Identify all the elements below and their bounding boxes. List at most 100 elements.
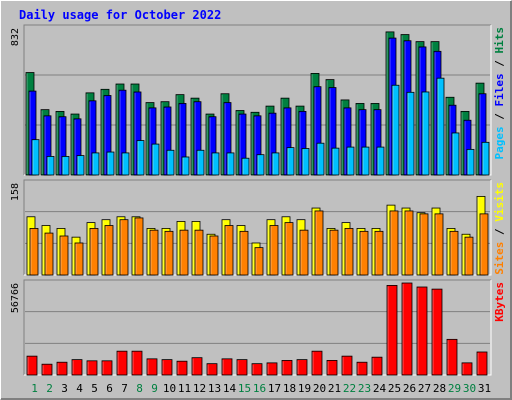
- bar-kbytes-day-10: [161, 359, 173, 376]
- bar-sites-day-3: [59, 235, 69, 276]
- x-tick-day-12: 12: [193, 382, 206, 395]
- bar-sites-day-17: [269, 225, 279, 276]
- bar-kbytes-day-23: [356, 361, 368, 376]
- bar-pages-day-26: [406, 91, 415, 176]
- bar-sites-day-23: [359, 230, 369, 276]
- bar-sites-day-8: [134, 217, 144, 276]
- legend-entry: Hits: [493, 27, 506, 54]
- bar-kbytes-day-30: [461, 362, 473, 376]
- legend-entry: Visits: [493, 182, 506, 222]
- x-tick-day-18: 18: [283, 382, 296, 395]
- x-tick-day-8: 8: [136, 382, 143, 395]
- bar-pages-day-22: [346, 146, 355, 176]
- legend-entry: Pages: [493, 126, 506, 159]
- bar-pages-day-11: [181, 156, 190, 176]
- bar-sites-day-21: [329, 229, 339, 276]
- x-axis-labels: 1 2 3 4 5 6 7 8 9 10 11 12 13 14 15 16 17 18 19 20 21 22 23 24 2…: [31, 382, 491, 395]
- x-tick-day-14: 14: [223, 382, 237, 395]
- x-tick-day-17: 17: [268, 382, 281, 395]
- bar-kbytes-day-20: [311, 350, 323, 376]
- bar-pages-day-3: [61, 156, 70, 176]
- x-tick-day-7: 7: [121, 382, 128, 395]
- bar-kbytes-day-11: [176, 360, 188, 376]
- y-max-label: 56766: [10, 283, 21, 313]
- bar-sites-day-24: [374, 230, 384, 276]
- bar-pages-day-14: [226, 152, 235, 176]
- bar-sites-day-6: [104, 225, 114, 276]
- bar-sites-day-2: [44, 232, 54, 276]
- bar-kbytes-day-24: [371, 356, 383, 376]
- x-tick-day-4: 4: [76, 382, 83, 395]
- x-tick-day-13: 13: [208, 382, 221, 395]
- bar-kbytes-day-8: [131, 350, 143, 376]
- bar-pages-day-30: [466, 148, 475, 176]
- legend-entry: /: [493, 107, 506, 127]
- bar-pages-day-2: [46, 156, 55, 176]
- y-max-label: 158: [10, 183, 21, 201]
- bar-kbytes-day-22: [341, 355, 353, 376]
- bar-kbytes-day-12: [191, 357, 203, 376]
- x-tick-day-30: 30: [463, 382, 476, 395]
- bar-sites-day-22: [344, 228, 354, 276]
- legend-visits-sites: Sites / Visits: [493, 182, 506, 275]
- bar-kbytes-day-5: [86, 360, 98, 376]
- bar-pages-day-23: [361, 146, 370, 176]
- bar-sites-day-20: [314, 210, 324, 276]
- x-tick-day-27: 27: [418, 382, 431, 395]
- bar-kbytes-day-25: [386, 285, 398, 376]
- bar-sites-day-4: [74, 242, 84, 276]
- bar-pages-day-15: [241, 157, 250, 176]
- bar-sites-day-1: [29, 228, 39, 276]
- bar-pages-day-21: [331, 147, 340, 176]
- x-tick-day-9: 9: [151, 382, 158, 395]
- bar-pages-day-25: [391, 84, 400, 176]
- bar-kbytes-day-9: [146, 358, 158, 376]
- bar-kbytes-day-15: [236, 359, 248, 376]
- bar-pages-day-27: [421, 91, 430, 176]
- legend-kbytes: KBytes: [493, 282, 506, 322]
- bar-pages-day-19: [301, 148, 310, 176]
- bar-kbytes-day-19: [296, 359, 308, 376]
- legend-entry: Sites: [493, 242, 506, 275]
- bar-pages-day-17: [271, 152, 280, 176]
- bar-pages-day-7: [121, 152, 130, 176]
- y-max-label: 832: [10, 28, 21, 46]
- x-tick-day-19: 19: [298, 382, 311, 395]
- bar-sites-day-12: [194, 229, 204, 276]
- bar-pages-day-4: [76, 155, 85, 176]
- bar-pages-day-8: [136, 140, 145, 176]
- bar-kbytes-day-21: [326, 360, 338, 376]
- x-tick-day-25: 25: [388, 382, 401, 395]
- bar-sites-day-25: [389, 210, 399, 276]
- bar-kbytes-day-28: [431, 288, 443, 376]
- legend-entry: /: [493, 222, 506, 242]
- bar-sites-day-30: [464, 236, 474, 276]
- bar-pages-day-10: [166, 149, 175, 176]
- bar-kbytes-day-1: [26, 355, 38, 376]
- bar-sites-day-11: [179, 229, 189, 276]
- x-tick-day-16: 16: [253, 382, 266, 395]
- bar-pages-day-5: [91, 152, 100, 176]
- bar-sites-day-28: [434, 213, 444, 276]
- x-tick-day-5: 5: [91, 382, 98, 395]
- bar-sites-day-16: [254, 247, 264, 276]
- bar-kbytes-day-29: [446, 338, 458, 376]
- x-tick-day-28: 28: [433, 382, 446, 395]
- bar-kbytes-day-6: [101, 360, 113, 376]
- x-tick-day-26: 26: [403, 382, 416, 395]
- x-tick-day-6: 6: [106, 382, 113, 395]
- bar-pages-day-31: [481, 141, 490, 176]
- bar-kbytes-day-27: [416, 286, 428, 376]
- bar-pages-day-13: [211, 152, 220, 176]
- bar-kbytes-day-7: [116, 350, 128, 376]
- bar-pages-day-29: [451, 132, 460, 176]
- legend-entry: /: [493, 54, 506, 74]
- bar-kbytes-day-14: [221, 358, 233, 376]
- x-tick-day-15: 15: [238, 382, 251, 395]
- bar-pages-day-24: [376, 146, 385, 176]
- bar-sites-day-15: [239, 230, 249, 276]
- bar-sites-day-7: [119, 219, 129, 276]
- x-tick-day-24: 24: [373, 382, 387, 395]
